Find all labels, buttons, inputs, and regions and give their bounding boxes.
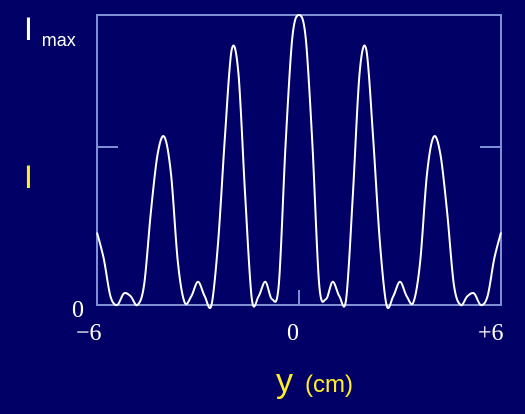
intensity-curve bbox=[96, 13, 502, 310]
y-axis-zero-label: 0 bbox=[72, 297, 84, 323]
ymax-label: I max bbox=[24, 11, 76, 50]
y-axis-label: I bbox=[24, 159, 33, 195]
x-axis-unit: (cm) bbox=[305, 371, 353, 398]
ymax-label-sub: max bbox=[42, 30, 76, 50]
ymax-label-main: I bbox=[24, 11, 33, 47]
x-tick-label-minus-6: −6 bbox=[76, 320, 102, 346]
x-tick-label-plus-6: +6 bbox=[478, 320, 504, 346]
x-axis-label: y bbox=[276, 362, 293, 400]
x-tick-label-0: 0 bbox=[287, 320, 299, 346]
